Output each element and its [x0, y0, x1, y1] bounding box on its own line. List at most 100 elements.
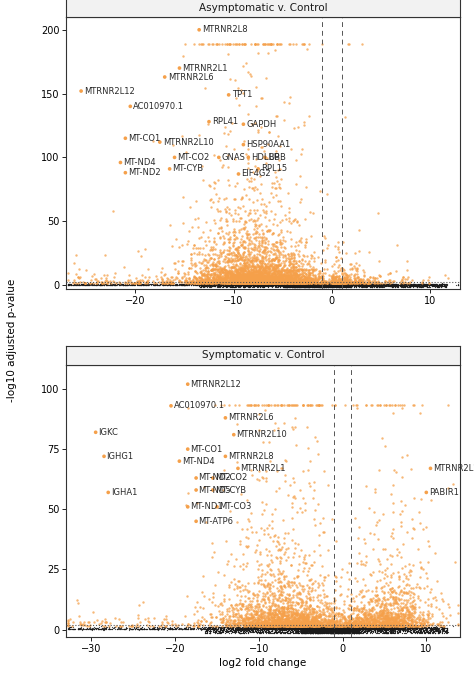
Point: [281, 280, 288, 291]
Point: [314, 279, 322, 290]
Point: [336, 279, 343, 290]
Point: [365, 608, 373, 619]
Point: [294, 279, 301, 290]
Point: [275, 273, 283, 284]
Point: [303, 612, 310, 622]
Point: [319, 281, 327, 292]
Point: [417, 618, 424, 629]
Point: [321, 279, 329, 290]
Point: [314, 279, 321, 289]
Point: [293, 277, 301, 288]
Point: [275, 279, 283, 290]
Point: [283, 253, 290, 264]
Point: [405, 281, 413, 291]
Point: [374, 279, 381, 289]
Point: [405, 607, 413, 618]
Point: [272, 279, 279, 289]
Point: [289, 276, 297, 287]
Point: [253, 277, 260, 288]
Point: [368, 603, 376, 614]
Point: [304, 614, 311, 624]
Point: [245, 276, 253, 287]
Point: [255, 266, 263, 276]
Point: [370, 623, 378, 634]
Point: [285, 279, 293, 289]
Point: [225, 277, 233, 288]
Point: [396, 279, 403, 289]
Point: [335, 621, 343, 632]
Point: [302, 624, 310, 635]
Point: [282, 281, 289, 292]
Point: [352, 603, 360, 614]
Point: [276, 279, 284, 290]
Point: [334, 623, 342, 634]
Point: [303, 622, 311, 633]
Point: [255, 163, 262, 174]
Point: [216, 263, 223, 274]
Point: [414, 279, 422, 290]
Point: [268, 268, 276, 279]
Point: [111, 278, 118, 289]
Point: [301, 627, 309, 638]
Point: [312, 279, 320, 289]
Point: [313, 627, 321, 638]
Point: [349, 624, 356, 635]
Point: [302, 622, 310, 633]
Point: [106, 276, 113, 287]
Point: [319, 624, 327, 635]
Point: [264, 578, 271, 589]
Point: [212, 622, 219, 633]
Point: [304, 265, 312, 276]
Point: [428, 624, 436, 635]
Point: [318, 618, 326, 629]
Point: [246, 279, 254, 290]
Point: [324, 625, 331, 636]
Point: [350, 624, 357, 635]
Point: [303, 624, 310, 635]
Point: [273, 277, 281, 288]
Point: [400, 610, 408, 621]
Point: [305, 623, 313, 634]
Point: [311, 624, 319, 635]
Point: [272, 272, 280, 283]
Point: [354, 627, 361, 637]
Point: [190, 609, 197, 620]
Point: [368, 619, 376, 630]
Point: [74, 623, 82, 634]
Point: [279, 611, 287, 622]
Point: [322, 624, 329, 635]
Point: [252, 274, 259, 285]
Point: [315, 281, 322, 292]
Point: [213, 620, 220, 631]
Point: [321, 622, 328, 633]
Point: [235, 242, 242, 253]
Point: [214, 279, 221, 290]
Point: [331, 274, 338, 285]
Point: [287, 606, 295, 617]
Point: [350, 627, 357, 638]
Point: [435, 625, 442, 636]
Point: [320, 280, 328, 291]
Point: [374, 619, 382, 630]
Point: [295, 279, 302, 289]
Point: [258, 622, 266, 633]
Point: [253, 620, 261, 631]
Point: [340, 622, 347, 633]
Point: [311, 279, 319, 289]
Point: [316, 627, 324, 637]
Point: [306, 267, 313, 278]
Point: [81, 278, 89, 289]
Point: [386, 281, 393, 291]
Point: [259, 275, 266, 286]
Point: [320, 627, 328, 637]
Point: [338, 617, 346, 628]
Text: MT-CO1: MT-CO1: [128, 133, 161, 143]
Point: [342, 399, 349, 410]
Point: [102, 617, 109, 628]
Point: [236, 249, 244, 260]
Point: [398, 603, 405, 614]
Point: [322, 623, 330, 634]
Point: [327, 622, 335, 633]
Point: [299, 622, 306, 633]
Point: [243, 229, 251, 240]
